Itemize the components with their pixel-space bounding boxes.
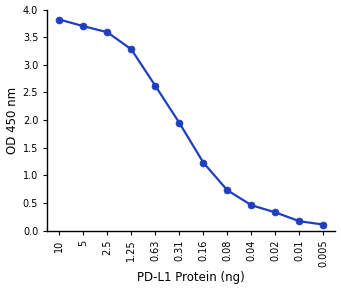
Y-axis label: OD 450 nm: OD 450 nm [5, 86, 18, 154]
X-axis label: PD-L1 Protein (ng): PD-L1 Protein (ng) [137, 271, 245, 284]
